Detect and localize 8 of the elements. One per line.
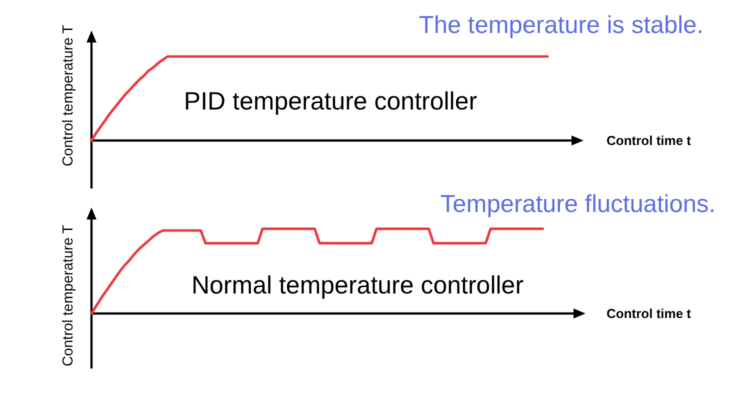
text: Temperature fluctuations. [440,191,716,218]
y-axis-title: Control temperature T [60,224,76,366]
x-axis-title: Control time t [606,133,692,148]
text: Normal temperature controller [191,272,524,300]
x-axis-title: Control time t [606,306,692,321]
y-axis-title: Control temperature T [60,24,76,166]
text: PID temperature controller [184,88,478,116]
text: The temperature is stable. [418,12,704,39]
